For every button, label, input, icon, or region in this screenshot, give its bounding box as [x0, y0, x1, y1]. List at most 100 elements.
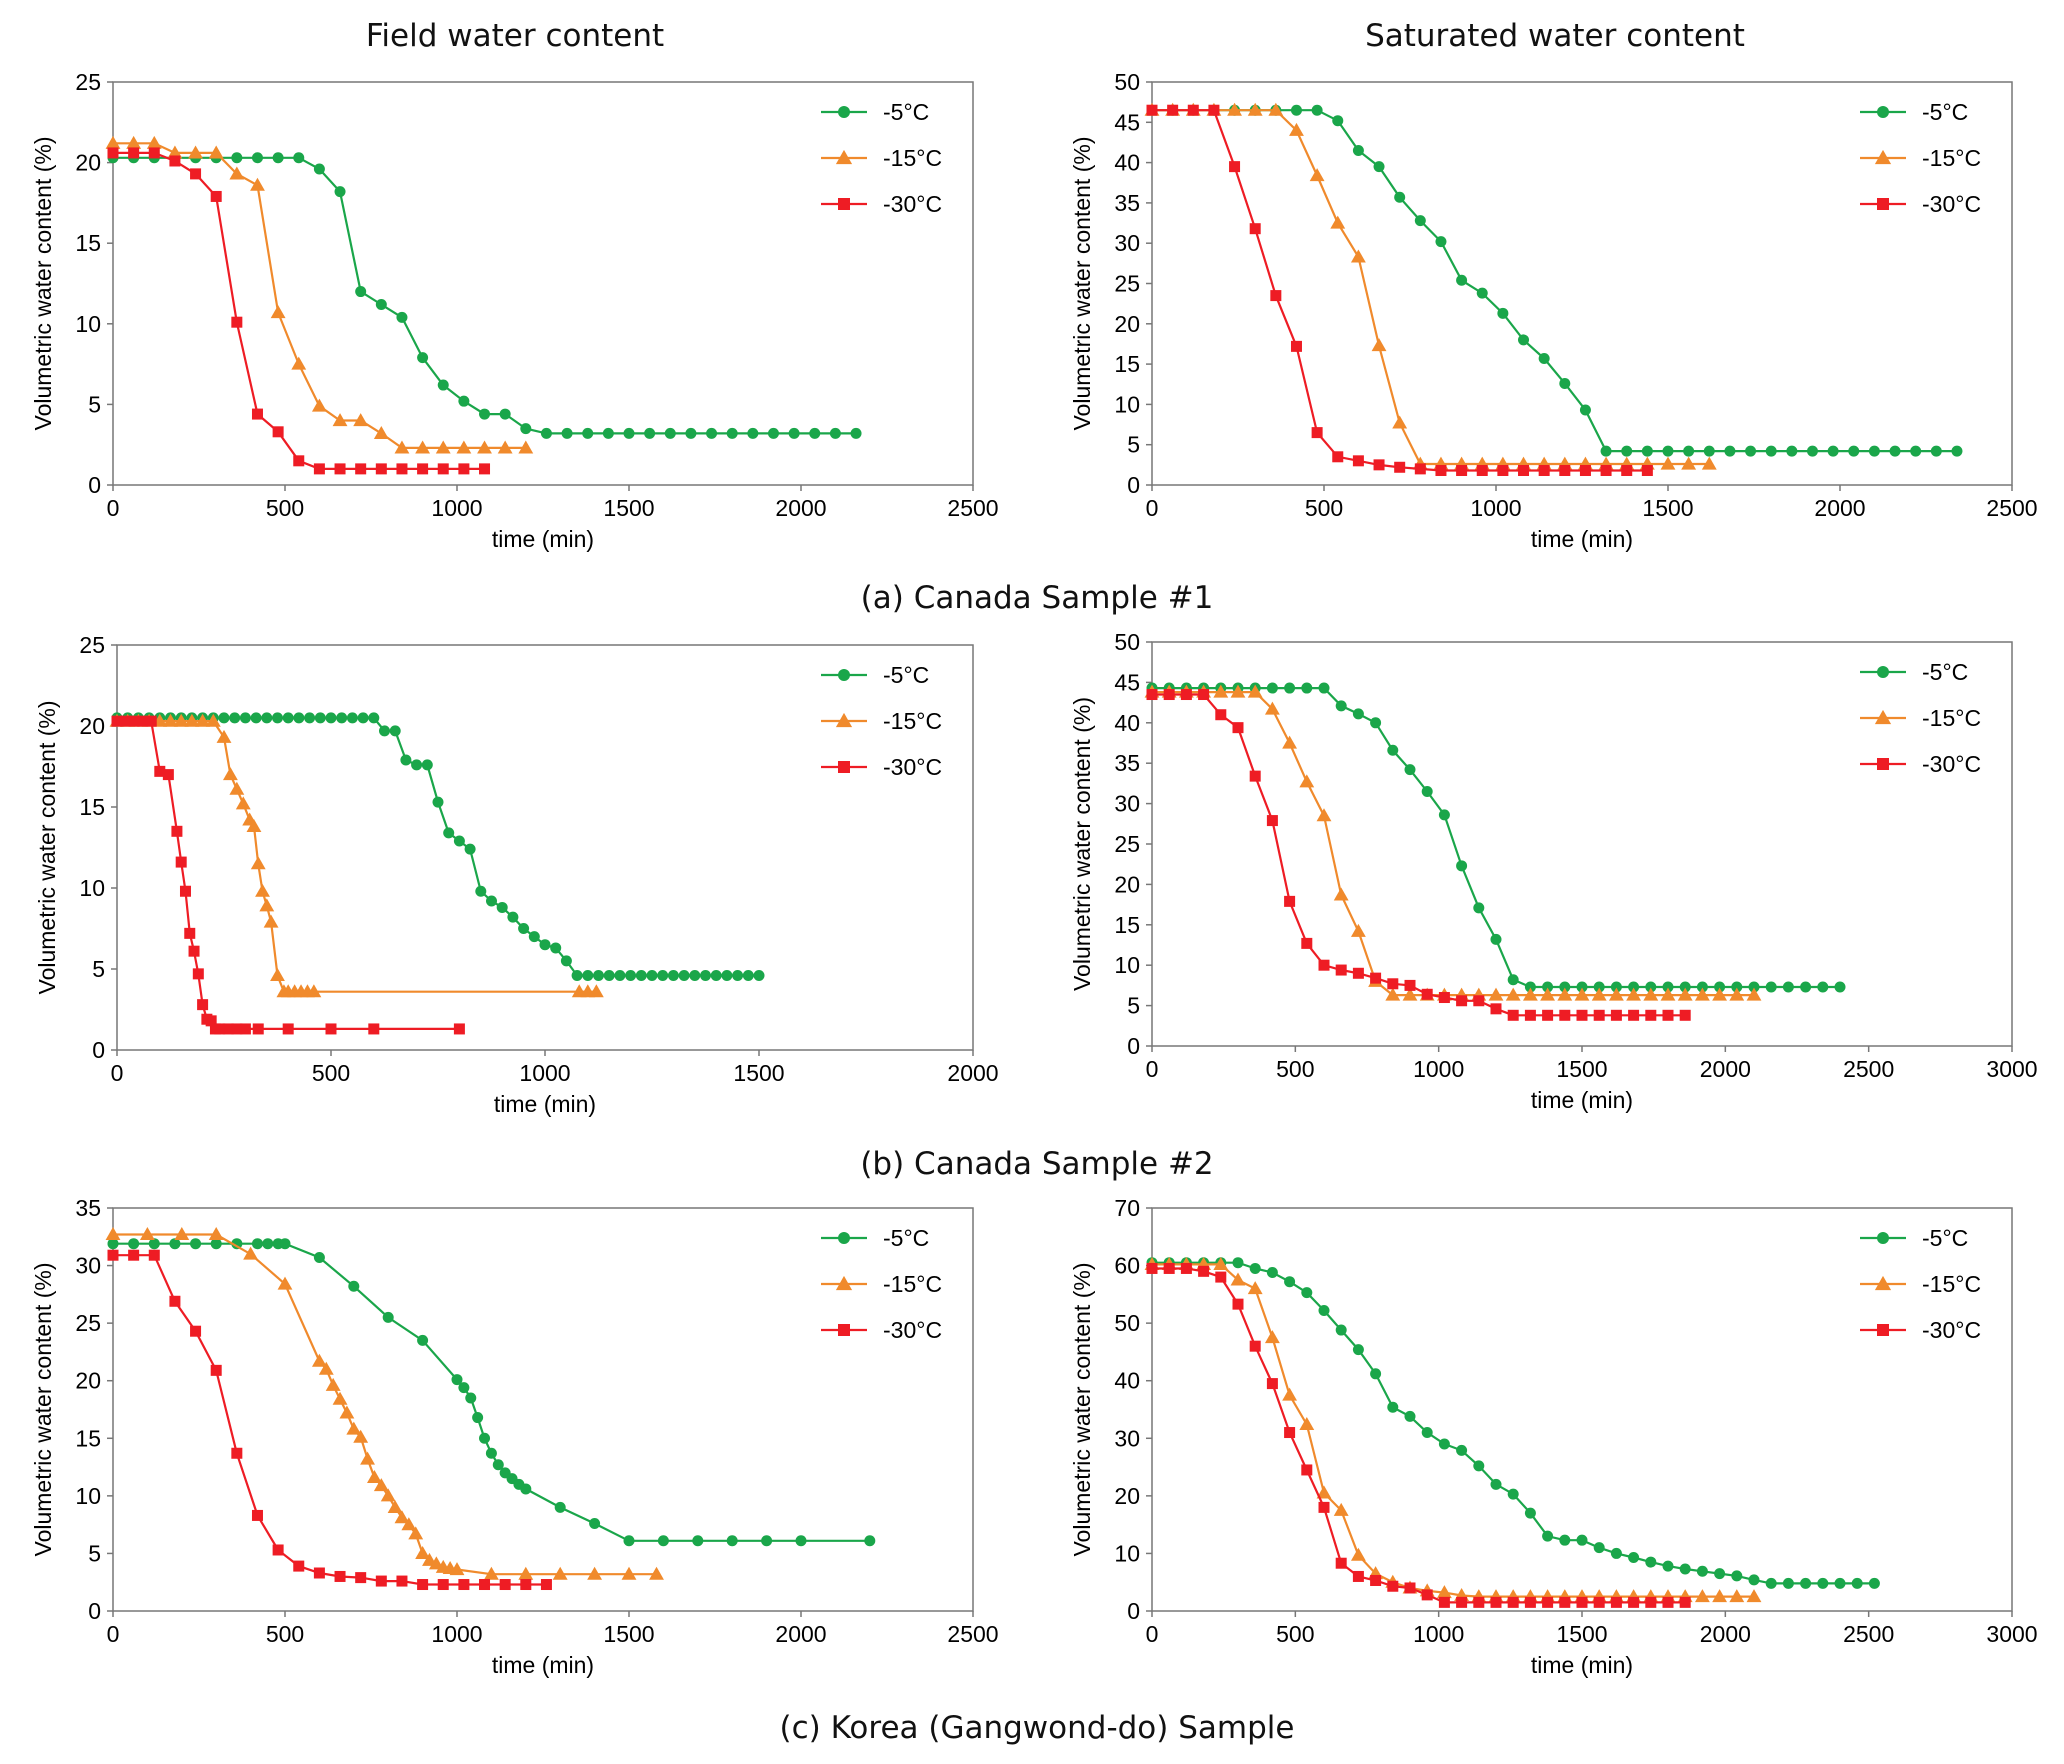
data-point: [1247, 102, 1263, 116]
data-point: [1910, 445, 1922, 457]
x-tick-label: 1500: [1642, 495, 1693, 521]
y-tick-label: 10: [75, 311, 101, 337]
data-point: [162, 769, 174, 781]
data-point: [1232, 1257, 1244, 1269]
data-point: [272, 426, 284, 438]
data-point: [128, 147, 140, 159]
data-point: [336, 712, 348, 724]
data-point: [1662, 1560, 1674, 1572]
data-point: [518, 923, 530, 934]
y-tick-label: 20: [1114, 871, 1140, 897]
data-point: [222, 767, 238, 781]
data-point: [210, 1364, 222, 1376]
data-point: [163, 713, 178, 727]
x-tick-label: 500: [312, 1060, 350, 1086]
data-point: [1318, 1501, 1330, 1513]
data-point: [1679, 1596, 1691, 1608]
data-point: [1593, 1009, 1605, 1021]
legend-label: -5°C: [883, 99, 929, 125]
data-point: [528, 931, 540, 943]
row-caption-a: (a) Canada Sample #1: [860, 580, 1214, 616]
x-tick-label: 0: [111, 1060, 124, 1086]
data-point: [128, 1238, 140, 1250]
legend-label: -15°C: [883, 1271, 942, 1297]
data-point: [1518, 464, 1530, 476]
series-line: [113, 1242, 870, 1542]
data-point: [1834, 1577, 1846, 1589]
data-point: [1877, 1232, 1889, 1244]
data-point: [1662, 1596, 1674, 1608]
data-point: [1404, 1410, 1416, 1422]
data-point: [1421, 1589, 1433, 1601]
data-point: [582, 969, 594, 981]
data-point: [1456, 995, 1468, 1007]
data-point: [313, 463, 325, 475]
y-tick-label: 25: [1114, 271, 1140, 297]
data-point: [174, 1227, 190, 1241]
data-point: [1163, 1262, 1175, 1274]
data-point: [255, 883, 270, 897]
data-point: [229, 712, 241, 724]
data-point: [1180, 689, 1192, 701]
data-point: [169, 1238, 181, 1250]
data-point: [1559, 464, 1571, 476]
data-point: [560, 955, 572, 967]
data-point: [1641, 445, 1653, 457]
data-point: [1694, 1589, 1710, 1603]
series--15°C: [105, 1227, 664, 1580]
data-point: [1524, 1507, 1536, 1519]
y-tick-label: 20: [1114, 1483, 1140, 1509]
data-point: [458, 1382, 470, 1394]
data-point: [1387, 978, 1399, 990]
data-point: [458, 1579, 470, 1591]
data-point: [1490, 1478, 1502, 1490]
y-tick-label: 35: [1114, 750, 1140, 776]
data-point: [105, 135, 121, 149]
data-point: [1215, 709, 1227, 721]
x-tick-label: 1500: [603, 1621, 654, 1647]
data-point: [1877, 1324, 1889, 1336]
data-point: [1318, 959, 1330, 971]
data-point: [318, 1361, 334, 1375]
y-tick-label: 20: [1114, 311, 1140, 337]
data-point: [1394, 191, 1406, 203]
data-point: [1333, 1502, 1349, 1516]
y-tick-label: 5: [1127, 432, 1140, 458]
series--30°C: [111, 715, 465, 1035]
data-point: [520, 423, 532, 435]
data-point: [1745, 445, 1757, 457]
data-point: [1435, 464, 1447, 476]
data-point: [1559, 1009, 1571, 1021]
y-tick-label: 30: [75, 1253, 101, 1279]
data-point: [1266, 682, 1278, 694]
legend-label: -15°C: [1922, 705, 1981, 731]
legend-label: -15°C: [1922, 145, 1981, 171]
data-point: [1800, 1577, 1812, 1589]
data-point: [1213, 684, 1229, 698]
data-point: [1392, 415, 1408, 429]
plot-frame: [1151, 81, 2013, 486]
data-point: [664, 427, 676, 439]
data-point: [1703, 445, 1715, 457]
data-point: [421, 759, 433, 771]
data-point: [1848, 445, 1860, 457]
data-point: [1782, 1577, 1794, 1589]
data-point: [1746, 1589, 1762, 1603]
data-point: [678, 969, 690, 981]
data-point: [1874, 1275, 1892, 1291]
data-point: [348, 1280, 360, 1292]
data-point: [154, 765, 166, 777]
data-point: [231, 1238, 243, 1250]
data-point: [518, 1566, 534, 1580]
x-tick-label: 1000: [519, 1060, 570, 1086]
data-point: [1817, 981, 1829, 993]
data-point: [1350, 923, 1366, 937]
data-point: [1628, 1551, 1640, 1563]
data-point: [239, 712, 251, 724]
data-point: [1610, 1009, 1622, 1021]
data-point: [1660, 987, 1676, 1001]
data-point: [346, 1421, 362, 1435]
chart-panel-3: 0 5 10 15 20 25 0 500 1000 1500 2000 time (min) Volu…: [34, 632, 999, 1117]
data-point: [1626, 987, 1642, 1001]
data-point: [1436, 1585, 1452, 1599]
